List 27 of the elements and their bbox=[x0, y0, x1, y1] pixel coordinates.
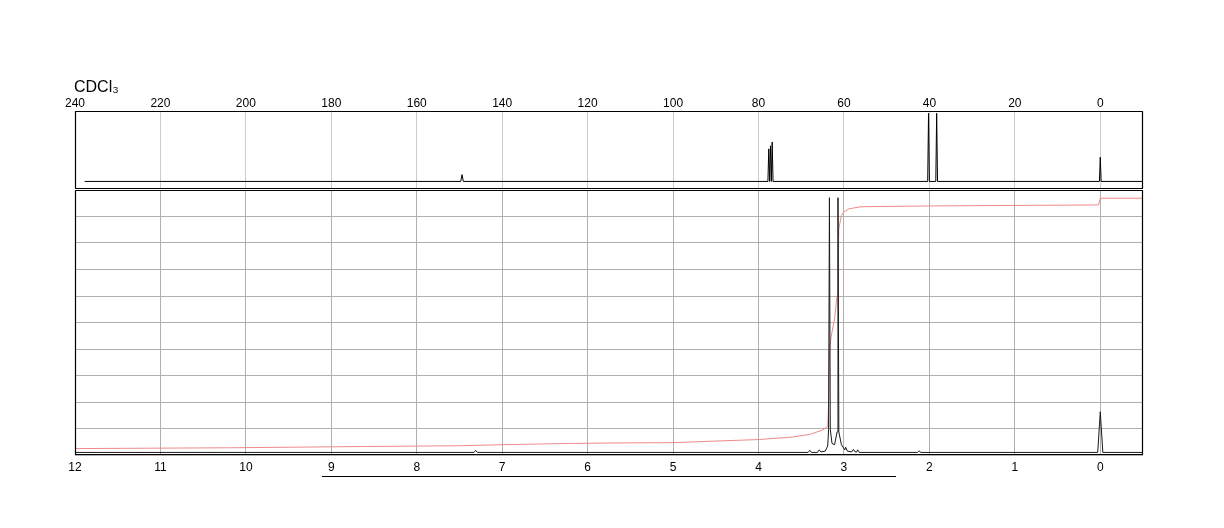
x-tick-label: 0 bbox=[1096, 459, 1104, 474]
x-tick-label: 200 bbox=[235, 96, 257, 111]
x-tick-label: 4 bbox=[755, 459, 763, 474]
chart-title: CDCl₃ bbox=[74, 78, 119, 95]
x-tick-label: 240 bbox=[64, 96, 86, 111]
x-tick-label: 3 bbox=[840, 459, 848, 474]
x-tick-label: 220 bbox=[150, 96, 171, 111]
x-tick-label: 40 bbox=[922, 96, 937, 111]
x-tick-label: 8 bbox=[413, 459, 421, 474]
x-tick-label: 100 bbox=[663, 96, 684, 111]
x-tick-label: 5 bbox=[669, 459, 677, 474]
x-tick-label: 2 bbox=[926, 459, 934, 474]
x-tick-label: 12 bbox=[68, 459, 82, 474]
x-tick-label: 140 bbox=[492, 96, 513, 111]
x-tick-label: 60 bbox=[837, 96, 851, 111]
x-tick-label: 1 bbox=[1011, 459, 1019, 474]
x-tick-label: 120 bbox=[577, 96, 598, 111]
x-tick-label: 20 bbox=[1008, 96, 1022, 111]
x-tick-label: 160 bbox=[406, 96, 428, 111]
x-tick-label: 6 bbox=[584, 459, 592, 474]
x-tick-label: 11 bbox=[154, 459, 167, 474]
x-tick-label: 80 bbox=[751, 96, 766, 111]
x-tick-label: 180 bbox=[321, 96, 342, 111]
x-tick-label: 7 bbox=[498, 459, 506, 474]
x-tick-label: 9 bbox=[327, 459, 335, 474]
x-tick-label: 10 bbox=[239, 459, 253, 474]
x-tick-label: 0 bbox=[1096, 96, 1104, 111]
